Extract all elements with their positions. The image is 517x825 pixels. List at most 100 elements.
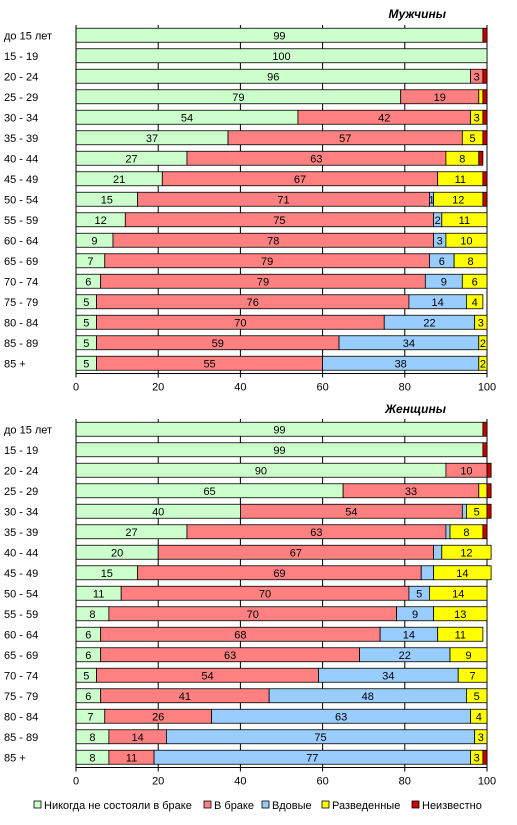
data-label-1-9-2: 9 — [412, 609, 418, 621]
category-label-0-2: 20 - 24 — [4, 71, 38, 83]
data-label-0-6-3: 8 — [459, 153, 465, 165]
data-label-1-10-0: 6 — [85, 629, 91, 641]
category-label-0-10: 60 - 64 — [4, 235, 38, 247]
bar-0-0-4 — [482, 27, 488, 43]
data-label-0-6-1: 63 — [310, 153, 322, 165]
data-label-1-8-1: 70 — [259, 588, 271, 600]
data-label-0-7-3: 11 — [455, 174, 466, 186]
data-label-0-8-2: 1 — [428, 194, 434, 206]
bar-0-11-3 — [453, 253, 488, 269]
data-label-1-3-1: 33 — [405, 486, 417, 498]
category-label-0-12: 70 - 74 — [4, 276, 38, 288]
data-label-1-10-1: 68 — [234, 629, 246, 641]
category-label-1-2: 20 - 24 — [4, 465, 38, 477]
data-label-1-7-0: 15 — [101, 568, 113, 580]
data-label-0-10-2: 3 — [437, 235, 443, 247]
data-label-0-16-0: 5 — [83, 358, 89, 370]
category-label-0-8: 50 - 54 — [4, 194, 38, 206]
data-label-1-2-0: 90 — [255, 465, 267, 477]
data-label-0-7-1: 67 — [294, 174, 306, 186]
bar-1-5-2 — [445, 524, 451, 540]
data-label-1-5-1: 63 — [310, 527, 322, 539]
bar-1-0-4 — [482, 421, 488, 437]
data-label-1-2-1: 10 — [460, 465, 472, 477]
data-label-1-4-0: 40 — [152, 506, 164, 518]
data-label-1-12-2: 34 — [382, 670, 394, 682]
data-label-1-11-1: 63 — [224, 650, 236, 662]
category-label-1-1: 15 - 19 — [4, 445, 38, 457]
data-label-1-12-0: 5 — [83, 670, 89, 682]
category-label-0-11: 65 - 69 — [4, 256, 38, 268]
bar-1-15-3 — [474, 729, 488, 745]
data-label-0-15-0: 5 — [83, 338, 89, 350]
data-label-1-16-0: 8 — [89, 752, 95, 764]
bar-1-9-3 — [433, 606, 488, 622]
data-label-1-6-1: 67 — [290, 547, 302, 559]
data-label-1-10-3: 11 — [455, 629, 466, 641]
data-label-0-10-1: 78 — [267, 235, 279, 247]
bar-0-14-3 — [474, 314, 488, 330]
data-label-1-13-1: 41 — [179, 691, 191, 703]
data-label-0-12-3: 6 — [472, 276, 478, 288]
bar-1-6-2 — [433, 544, 443, 560]
data-label-0-1-0: 100 — [272, 51, 290, 63]
bar-0-15-3 — [478, 335, 488, 351]
data-label-0-4-1: 42 — [378, 112, 390, 124]
data-label-1-15-2: 75 — [314, 732, 326, 744]
legend-swatch-2 — [261, 800, 270, 809]
data-label-1-1-0: 99 — [273, 445, 285, 457]
data-label-0-11-2: 6 — [439, 256, 445, 268]
data-label-0-2-0: 96 — [267, 71, 279, 83]
data-label-0-12-1: 79 — [257, 276, 269, 288]
data-label-0-9-1: 75 — [273, 215, 285, 227]
data-label-0-14-1: 70 — [234, 317, 246, 329]
x-tick-label-1-3: 60 — [316, 776, 328, 788]
bar-1-6-3 — [441, 544, 492, 560]
legend-label-3: Разведенные — [332, 800, 400, 812]
data-label-1-12-3: 7 — [470, 670, 476, 682]
data-label-0-5-1: 57 — [339, 133, 351, 145]
data-label-1-16-1: 11 — [126, 752, 137, 764]
bar-1-5-4 — [482, 524, 488, 540]
legend-label-4: Неизвестно — [422, 800, 482, 812]
data-label-0-0-0: 99 — [273, 30, 285, 42]
chart-title-0: Мужчины — [389, 7, 447, 21]
bar-1-10-3 — [437, 626, 484, 642]
legend-label-2: Вдовые — [272, 800, 312, 812]
category-label-0-9: 55 - 59 — [4, 215, 38, 227]
x-tick-label-1-0: 0 — [73, 776, 79, 788]
data-label-1-11-3: 9 — [465, 650, 471, 662]
bar-0-5-4 — [482, 130, 488, 146]
bar-1-7-3 — [433, 565, 492, 581]
data-label-1-4-3: 5 — [474, 506, 480, 518]
data-label-0-14-3: 3 — [478, 317, 484, 329]
data-label-0-2-1: 3 — [474, 71, 480, 83]
data-label-0-12-2: 9 — [441, 276, 447, 288]
bar-1-4-2 — [461, 503, 467, 519]
bar-0-16-3 — [478, 355, 488, 371]
bar-0-3-3 — [478, 89, 484, 105]
category-label-0-0: до 15 лет — [4, 30, 52, 42]
data-label-0-16-1: 55 — [203, 358, 215, 370]
category-label-1-13: 75 - 79 — [4, 691, 38, 703]
data-label-0-14-2: 22 — [423, 317, 435, 329]
x-tick-label-1-4: 80 — [399, 776, 411, 788]
data-label-1-3-0: 65 — [203, 486, 215, 498]
category-label-1-11: 65 - 69 — [4, 650, 38, 662]
data-label-0-13-2: 14 — [432, 297, 444, 309]
data-label-1-15-0: 8 — [89, 732, 95, 744]
bar-1-14-3 — [470, 708, 488, 724]
legend-swatch-0 — [33, 800, 42, 809]
data-label-1-13-2: 48 — [362, 691, 374, 703]
x-tick-label-1-5: 100 — [478, 776, 496, 788]
bar-1-2-4 — [486, 462, 492, 478]
data-label-0-6-0: 27 — [125, 153, 137, 165]
data-label-0-13-1: 76 — [247, 297, 259, 309]
data-label-1-5-3: 8 — [463, 527, 469, 539]
bar-1-3-4 — [486, 483, 492, 499]
data-label-1-7-1: 69 — [273, 568, 285, 580]
category-label-0-3: 25 - 29 — [4, 92, 38, 104]
legend-swatch-3 — [321, 800, 330, 809]
category-label-1-8: 50 - 54 — [4, 588, 38, 600]
